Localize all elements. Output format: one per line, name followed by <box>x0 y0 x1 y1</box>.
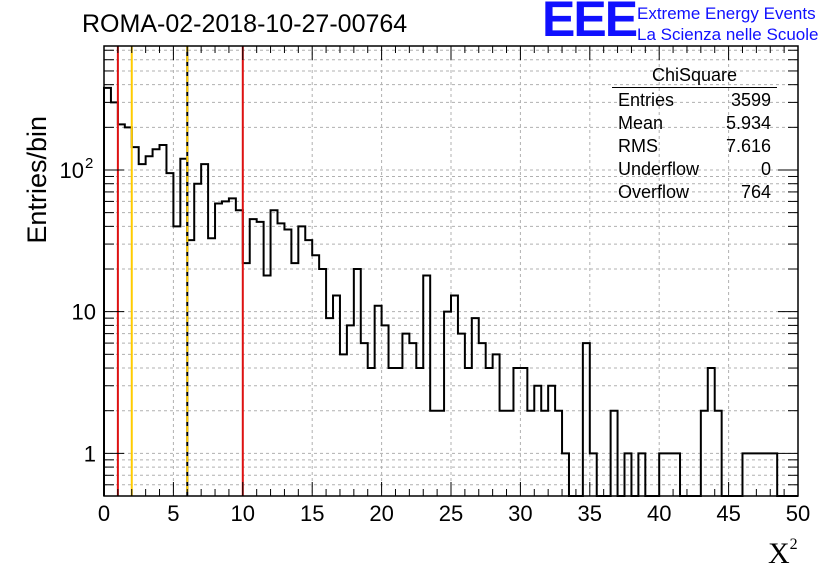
x-tick-label: 10 <box>231 501 255 526</box>
x-tick-label: 40 <box>647 501 671 526</box>
stats-label: RMS <box>618 136 658 156</box>
x-tick-label: 15 <box>300 501 324 526</box>
y-tick-label: 10 <box>72 300 96 325</box>
brand-name-line1: Extreme Energy Events <box>637 4 816 23</box>
stats-title: ChiSquare <box>612 65 777 88</box>
stats-label: Overflow <box>618 182 690 202</box>
stats-value: 7.616 <box>725 136 771 156</box>
y-tick-label: 10 <box>60 158 84 183</box>
stats-row-rms: RMS 7.616 <box>612 136 777 159</box>
eee-logo: EEE <box>542 0 638 47</box>
stats-label: Underflow <box>618 159 700 179</box>
stats-value: 3599 <box>730 90 771 110</box>
x-tick-label: 0 <box>98 501 110 526</box>
x-tick-label: 25 <box>439 501 463 526</box>
x-axis-label: X2 <box>768 536 798 570</box>
y-tick-label-exponent: 2 <box>85 155 93 172</box>
stats-row-underflow: Underflow 0 <box>612 159 777 182</box>
stats-value: 0 <box>760 159 771 179</box>
stats-label: Mean <box>618 113 664 133</box>
x-tick-label: 45 <box>716 501 740 526</box>
y-tick-label: 1 <box>84 441 96 466</box>
stats-row-overflow: Overflow 764 <box>612 182 777 205</box>
y-axis-label: Entries/bin <box>22 116 52 244</box>
x-tick-label: 30 <box>508 501 532 526</box>
chart-title: ROMA-02-2018-10-27-00764 <box>82 10 408 38</box>
stats-label: Entries <box>618 90 675 110</box>
x-tick-label: 35 <box>578 501 602 526</box>
stats-value: 5.934 <box>725 113 771 133</box>
stats-row-mean: Mean 5.934 <box>612 113 777 136</box>
x-tick-label: 50 <box>786 501 810 526</box>
x-tick-label: 5 <box>167 501 179 526</box>
stats-value: 764 <box>740 182 771 202</box>
x-tick-label: 20 <box>369 501 393 526</box>
stats-row-entries: Entries 3599 <box>612 90 777 113</box>
stats-box: ChiSquare Entries 3599 Mean 5.934 RMS 7.… <box>612 65 777 205</box>
histogram-series <box>103 86 798 497</box>
brand-name-line2: La Scienza nelle Scuole <box>637 25 819 44</box>
